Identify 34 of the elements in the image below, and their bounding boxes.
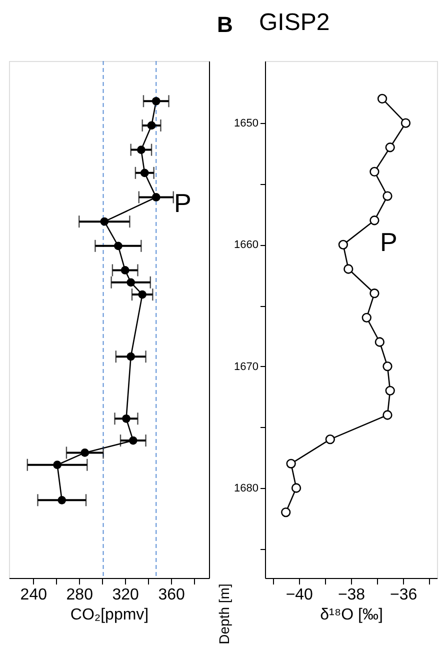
point bbox=[128, 436, 138, 445]
y-tick-label: 1680 bbox=[234, 482, 258, 494]
y-axis-title: Depth [m] bbox=[216, 584, 232, 644]
x-axis-title: δ¹⁸O [‰] bbox=[320, 606, 383, 624]
y-tick-label: 1670 bbox=[234, 360, 258, 373]
x-tick-label: −36 bbox=[390, 586, 418, 604]
point bbox=[152, 96, 160, 106]
x-tick-label: 360 bbox=[158, 586, 186, 604]
point bbox=[126, 352, 136, 361]
point bbox=[138, 290, 147, 299]
text: B bbox=[217, 12, 233, 37]
point bbox=[58, 496, 66, 504]
point bbox=[126, 278, 136, 287]
x-tick-label: −40 bbox=[286, 586, 314, 604]
x-axis-title: CO₂[ppmv] bbox=[70, 606, 149, 624]
x-tick-label: 280 bbox=[66, 586, 94, 604]
y-tick-label: 1650 bbox=[234, 118, 258, 130]
point bbox=[120, 266, 130, 274]
y-tick-label: 1660 bbox=[234, 239, 258, 252]
point bbox=[53, 460, 62, 470]
point bbox=[122, 414, 130, 423]
point bbox=[137, 146, 146, 154]
point bbox=[114, 242, 122, 250]
point bbox=[80, 448, 90, 457]
x-tick-label: −38 bbox=[338, 586, 366, 604]
x-tick-label: 240 bbox=[20, 586, 48, 604]
x-tick-label: 320 bbox=[112, 586, 140, 604]
point bbox=[140, 168, 149, 178]
annotation: P bbox=[174, 188, 192, 218]
point bbox=[147, 121, 156, 130]
annotation: P bbox=[380, 227, 398, 257]
point bbox=[100, 217, 109, 226]
point bbox=[152, 193, 160, 202]
chart-title: GISP2 bbox=[259, 9, 330, 36]
